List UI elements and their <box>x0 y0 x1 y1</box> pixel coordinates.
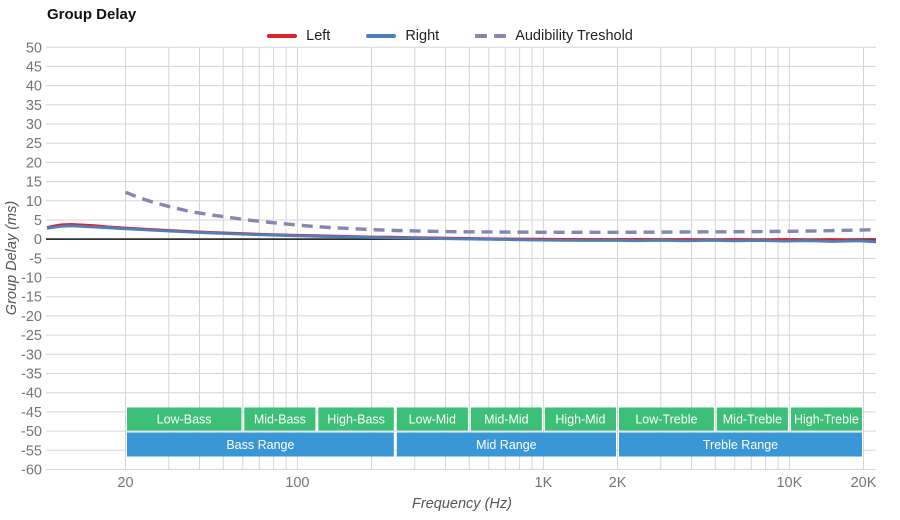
y-tick-label: 35 <box>26 98 42 114</box>
legend-item-left: Left <box>267 28 330 44</box>
sub-band-label: Mid-Treble <box>723 412 782 426</box>
y-tick-label: 10 <box>26 194 42 210</box>
sub-band-label: Mid-Bass <box>254 412 306 426</box>
left-line-swatch-icon <box>267 34 298 38</box>
sub-band-label: Mid-Mid <box>484 412 528 426</box>
y-tick-label: -30 <box>21 347 42 363</box>
y-tick-label: -25 <box>21 328 42 344</box>
y-tick-label: -20 <box>21 309 42 325</box>
chart-legend: Left Right Audibility Treshold <box>0 27 900 45</box>
y-tick-label: -5 <box>29 251 42 267</box>
y-tick-label: -40 <box>21 386 42 402</box>
right-curve <box>46 224 877 244</box>
legend-label-right: Right <box>405 28 440 44</box>
y-tick-label: 20 <box>26 155 42 171</box>
y-tick-label: -10 <box>21 271 42 287</box>
sub-band-box <box>619 407 714 431</box>
sub-band-label: High-Mid <box>555 412 605 426</box>
y-tick-label: 30 <box>26 117 42 133</box>
y-tick-label: -55 <box>21 443 42 459</box>
y-tick-label: -50 <box>21 424 42 440</box>
y-tick-label: -15 <box>21 290 42 306</box>
sub-band-box <box>318 407 394 431</box>
main-band-box <box>127 432 394 457</box>
y-tick-label: 50 <box>26 40 42 56</box>
y-tick-label: 45 <box>26 59 42 75</box>
x-tick-label: 20K <box>851 475 877 491</box>
legend-item-right: Right <box>366 28 439 44</box>
sub-band-label: Low-Mid <box>409 412 456 426</box>
audibility-treshold-curve <box>124 190 872 234</box>
y-tick-label: 15 <box>26 175 42 191</box>
y-tick-label: -45 <box>21 405 42 421</box>
y-tick-label: -60 <box>21 463 42 479</box>
main-band-box <box>619 432 862 457</box>
sub-band-box <box>127 407 242 431</box>
dashed-line-swatch-icon <box>475 34 507 38</box>
x-tick-label: 100 <box>285 475 309 491</box>
sub-band-box <box>544 407 616 431</box>
x-axis-title: Frequency (Hz) <box>412 496 512 512</box>
y-tick-label: 25 <box>26 136 42 152</box>
main-band-box <box>396 432 616 457</box>
main-band-label: Bass Range <box>226 438 294 452</box>
x-tick-label: 1K <box>535 475 553 491</box>
y-tick-label: 5 <box>34 213 42 229</box>
x-tick-label: 2K <box>609 475 627 491</box>
right-line-swatch-icon <box>366 34 397 38</box>
sub-band-box <box>396 407 468 431</box>
y-tick-label: 0 <box>34 232 42 248</box>
y-tick-label: 40 <box>26 79 42 95</box>
page-title: Group Delay <box>47 6 137 23</box>
legend-label-left: Left <box>306 28 331 44</box>
sub-band-label: Low-Bass <box>157 412 212 426</box>
sub-band-label: High-Bass <box>327 412 385 426</box>
sub-band-box <box>790 407 862 431</box>
sub-band-box <box>470 407 542 431</box>
sub-band-box <box>244 407 316 431</box>
main-band-label: Treble Range <box>703 438 778 452</box>
sub-band-label: Low-Treble <box>635 412 697 426</box>
x-tick-label: 10K <box>776 475 802 491</box>
y-tick-label: -35 <box>21 367 42 383</box>
sub-band-label: High-Treble <box>794 412 859 426</box>
legend-label-audibility-threshold: Audibility Treshold <box>515 28 633 44</box>
legend-item-audibility-threshold: Audibility Treshold <box>475 28 633 44</box>
main-band-label: Mid Range <box>476 438 536 452</box>
sub-band-box <box>716 407 788 431</box>
x-tick-label: 20 <box>117 475 133 491</box>
